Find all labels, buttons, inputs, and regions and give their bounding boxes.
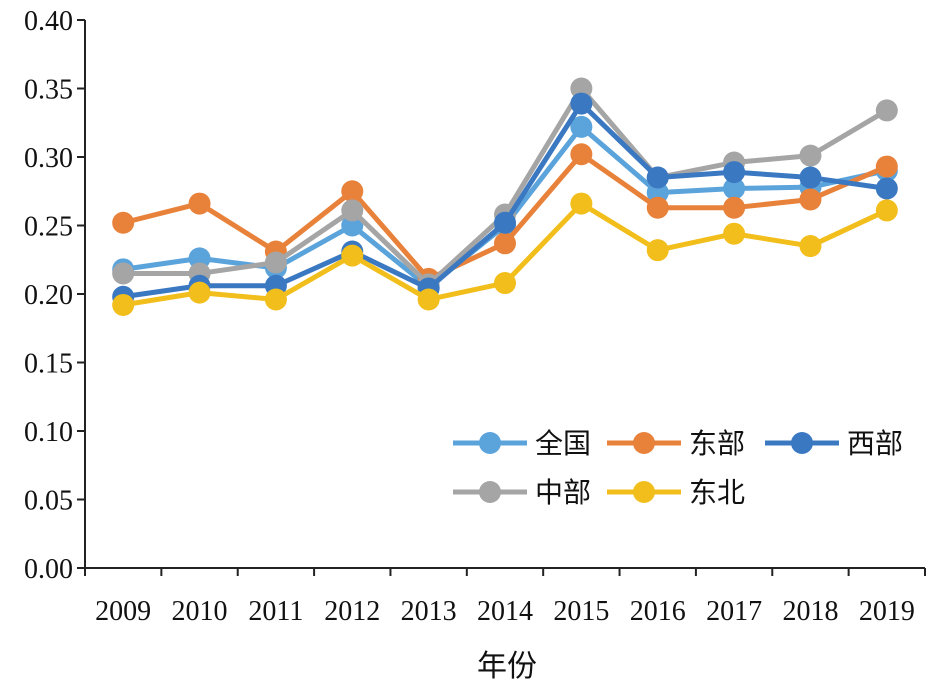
- legend-label: 全国: [535, 427, 591, 460]
- data-point: [875, 155, 898, 178]
- data-point: [646, 166, 669, 189]
- data-point: [341, 214, 364, 237]
- x-tick-label: 2015: [553, 596, 609, 627]
- data-point: [494, 211, 516, 234]
- x-axis-label: 年份: [477, 649, 537, 684]
- y-tick-label: 0.20: [24, 280, 73, 311]
- legend-marker: [633, 481, 655, 503]
- series-lines: [112, 77, 898, 316]
- legend-item: 中部: [453, 476, 591, 509]
- legend-item: 西部: [765, 427, 903, 460]
- y-tick-label: 0.10: [24, 417, 73, 448]
- y-tick-label: 0.25: [24, 212, 73, 243]
- data-point: [264, 251, 287, 274]
- data-point: [112, 293, 135, 316]
- data-point: [188, 247, 211, 270]
- data-point: [417, 288, 440, 311]
- data-point: [570, 115, 593, 138]
- y-tick-label: 0.40: [24, 6, 73, 37]
- y-tick-label: 0.05: [24, 486, 73, 517]
- x-tick-label: 2019: [859, 596, 915, 627]
- data-point: [494, 272, 516, 295]
- data-point: [570, 77, 593, 100]
- legend-marker: [791, 432, 813, 454]
- data-point: [112, 262, 135, 285]
- data-point: [341, 199, 364, 222]
- data-point: [875, 99, 898, 122]
- data-point: [188, 281, 211, 304]
- x-tick-label: 2013: [401, 596, 457, 627]
- data-point: [646, 196, 669, 219]
- data-point: [799, 235, 822, 258]
- data-point: [723, 177, 746, 200]
- data-point: [570, 143, 593, 166]
- x-tick-label: 2018: [782, 596, 838, 627]
- data-point: [341, 180, 364, 203]
- x-tick-label: 2010: [172, 596, 228, 627]
- legend-label: 东部: [689, 427, 745, 460]
- data-point: [188, 192, 211, 215]
- data-point: [799, 166, 822, 189]
- data-point: [341, 244, 364, 267]
- data-point: [723, 196, 746, 219]
- legend-marker: [633, 432, 655, 454]
- x-tick-label: 2012: [324, 596, 380, 627]
- data-point: [875, 199, 898, 222]
- data-point: [875, 177, 898, 200]
- legend-label: 东北: [689, 476, 745, 509]
- x-tick-label: 2014: [477, 596, 533, 627]
- data-point: [646, 181, 669, 204]
- data-point: [494, 232, 516, 255]
- legend-marker: [479, 432, 501, 454]
- data-point: [799, 188, 822, 211]
- y-tick-label: 0.00: [24, 554, 73, 585]
- y-tick-label: 0.30: [24, 143, 73, 174]
- data-point: [723, 222, 746, 245]
- series-东北: [112, 192, 898, 316]
- data-point: [570, 192, 593, 215]
- legend-item: 东部: [607, 427, 745, 460]
- data-point: [570, 92, 593, 115]
- data-point: [799, 144, 822, 167]
- x-tick-label: 2017: [706, 596, 762, 627]
- axes: 0.00 0.05 0.10 0.15 0.20 0.25 0.30 0.35 0.40 2009…: [24, 6, 926, 627]
- x-tick-label: 2011: [248, 596, 303, 627]
- data-point: [723, 161, 746, 184]
- legend-item: 全国: [453, 427, 591, 460]
- legend-item: 东北: [607, 476, 745, 509]
- x-tick-label: 2009: [95, 596, 151, 627]
- data-point: [112, 211, 135, 234]
- legend-label: 中部: [535, 476, 591, 509]
- y-tick-label: 0.15: [24, 349, 73, 380]
- data-point: [264, 288, 287, 311]
- legend-marker: [479, 481, 501, 503]
- x-tick-label: 2016: [630, 596, 686, 627]
- legend-label: 西部: [847, 427, 903, 460]
- data-point: [646, 239, 669, 262]
- y-tick-label: 0.35: [24, 75, 73, 106]
